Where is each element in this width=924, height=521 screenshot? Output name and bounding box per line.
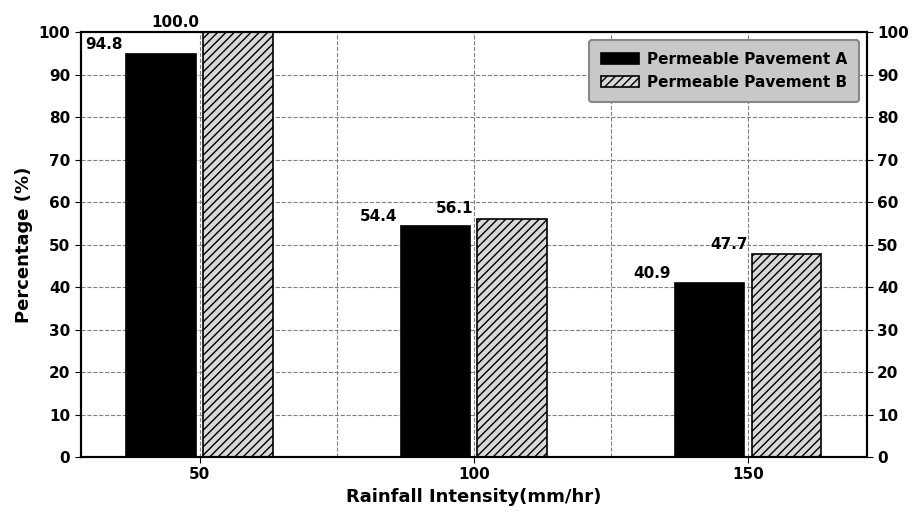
Bar (751, 254, 821, 457)
Bar (401, 226, 470, 457)
Y-axis label: Percentage (%): Percentage (%) (15, 166, 33, 322)
Text: 56.1: 56.1 (436, 202, 474, 216)
Text: 54.4: 54.4 (359, 209, 397, 224)
Text: 100.0: 100.0 (152, 15, 200, 30)
Text: 94.8: 94.8 (85, 37, 123, 52)
Text: 40.9: 40.9 (634, 266, 671, 281)
Bar (127, 54, 196, 457)
Bar (675, 283, 745, 457)
Legend: Permeable Pavement A, Permeable Pavement B: Permeable Pavement A, Permeable Pavement… (589, 40, 859, 102)
Bar (478, 219, 547, 457)
Bar (203, 32, 273, 457)
X-axis label: Rainfall Intensity(mm/hr): Rainfall Intensity(mm/hr) (346, 488, 602, 506)
Text: 47.7: 47.7 (711, 237, 748, 252)
